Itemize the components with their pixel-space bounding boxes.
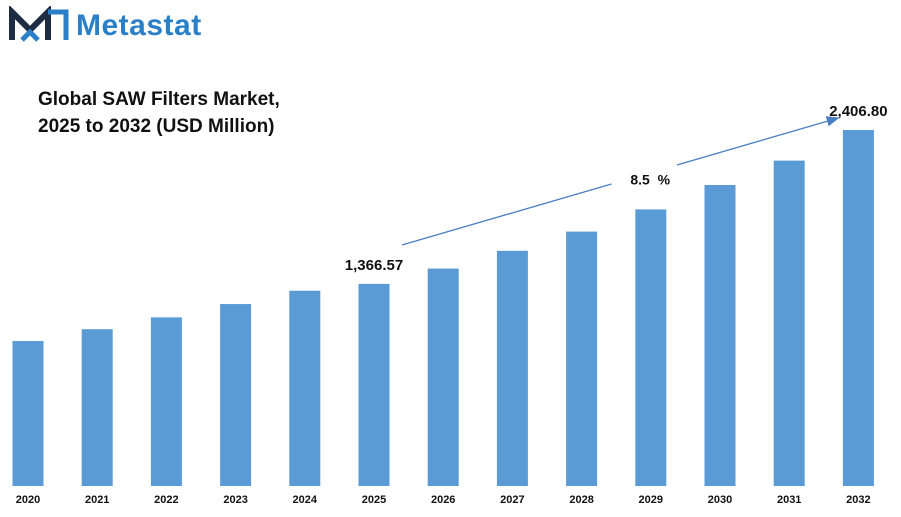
bar-2030 xyxy=(704,184,736,487)
chart-title: Global SAW Filters Market, 2025 to 2032 … xyxy=(38,86,280,140)
bar-2028 xyxy=(566,231,598,486)
x-tick-label-2023: 2023 xyxy=(223,494,247,506)
x-tick-label-2024: 2024 xyxy=(293,494,318,506)
x-tick-label-2032: 2032 xyxy=(846,494,870,506)
chart-title-line-2: 2025 to 2032 (USD Million) xyxy=(38,116,275,137)
brand-logo: Metastat xyxy=(8,6,202,46)
chart-title-line-1: Global SAW Filters Market, xyxy=(38,89,280,110)
growth-annotation-layer: 1,366.57 2,406.80 8.5 % xyxy=(345,103,888,274)
x-tick-label-2025: 2025 xyxy=(362,494,386,506)
x-tick-label-2029: 2029 xyxy=(639,494,663,506)
metastat-logo-icon xyxy=(9,6,69,42)
bar-2029 xyxy=(635,209,667,486)
bar-2022 xyxy=(150,317,182,486)
growth-arrow-line-end xyxy=(676,116,840,166)
x-tick-label-2026: 2026 xyxy=(431,494,455,506)
x-tick-label-2030: 2030 xyxy=(708,494,732,506)
bar-2025 xyxy=(358,283,390,486)
x-tick-label-2020: 2020 xyxy=(16,494,40,506)
bar-2026 xyxy=(427,268,459,486)
bars-layer xyxy=(12,130,874,487)
bar-2027 xyxy=(496,250,528,486)
cagr-label: 8.5 % xyxy=(630,172,670,188)
bar-2031 xyxy=(773,160,805,486)
x-axis-labels: 2020 2021 2022 2023 2024 2025 2026 2027 2028 2029… xyxy=(16,494,871,506)
bar-2023 xyxy=(220,304,252,486)
brand-name: Metastat xyxy=(76,9,202,42)
bar-2021 xyxy=(81,329,113,486)
x-tick-label-2027: 2027 xyxy=(500,494,524,506)
x-tick-label-2031: 2031 xyxy=(777,494,801,506)
bar-2020 xyxy=(12,341,44,486)
bar-2032 xyxy=(842,130,874,486)
x-tick-label-2028: 2028 xyxy=(569,494,593,506)
data-label-2025: 1,366.57 xyxy=(345,257,403,274)
data-label-2032: 2,406.80 xyxy=(829,103,887,120)
x-tick-label-2022: 2022 xyxy=(154,494,178,506)
x-tick-label-2021: 2021 xyxy=(85,494,109,506)
bar-2024 xyxy=(289,290,321,486)
growth-arrow-line-start xyxy=(401,183,612,246)
